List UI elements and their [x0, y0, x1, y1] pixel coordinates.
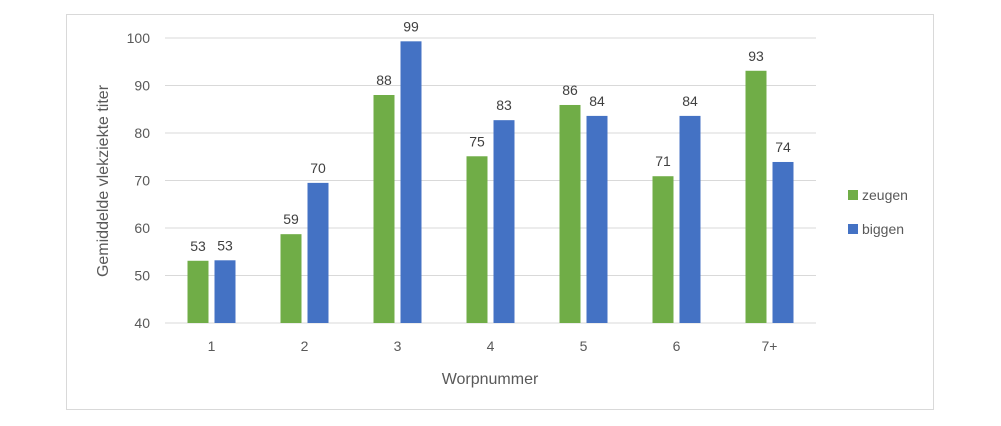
data-label-biggen: 74	[775, 139, 791, 155]
data-label-biggen: 84	[682, 93, 698, 109]
bar-zeugen	[559, 104, 581, 323]
x-axis-title: Worpnummer	[442, 371, 539, 388]
legend-label-biggen: biggen	[862, 221, 904, 237]
bar-biggen	[400, 41, 422, 323]
data-label-zeugen: 71	[655, 153, 671, 169]
bar-biggen	[772, 161, 794, 323]
x-tick-label: 4	[487, 338, 495, 354]
bar-biggen	[214, 260, 236, 323]
x-tick-label: 3	[394, 338, 402, 354]
bar-zeugen	[187, 260, 209, 323]
data-label-zeugen: 93	[748, 48, 764, 64]
x-tick-label: 1	[208, 338, 216, 354]
data-labels: 53 53 59 70 88 99 75 83 86 84 71 84 93 74	[190, 18, 791, 253]
data-label-zeugen: 86	[562, 82, 578, 98]
y-tick-label: 40	[134, 315, 150, 331]
y-tick-label: 100	[127, 30, 151, 46]
bar-zeugen	[745, 70, 767, 324]
data-label-biggen: 84	[589, 93, 605, 109]
y-axis-title: Gemiddelde vlekziekte titer	[95, 84, 112, 277]
legend-label-zeugen: zeugen	[862, 187, 908, 203]
y-tick-label: 50	[134, 268, 150, 284]
bar-biggen	[586, 115, 608, 324]
y-tick-label: 90	[134, 78, 150, 94]
data-label-zeugen: 59	[283, 211, 299, 227]
bar-biggen	[493, 120, 515, 323]
y-tick-label: 70	[134, 173, 150, 189]
data-label-zeugen: 53	[190, 238, 206, 254]
data-label-biggen: 99	[403, 18, 419, 34]
data-label-biggen: 83	[496, 97, 512, 113]
legend: zeugen biggen	[848, 187, 908, 237]
legend-swatch-zeugen	[848, 190, 858, 200]
bar-zeugen	[280, 234, 302, 323]
x-tick-label: 7+	[762, 338, 778, 354]
x-tick-label: 6	[673, 338, 681, 354]
data-label-biggen: 70	[310, 160, 326, 176]
y-axis-ticks: 40 50 60 70 80 90 100	[127, 30, 151, 331]
legend-swatch-biggen	[848, 224, 858, 234]
bar-zeugen	[373, 95, 395, 323]
bar-zeugen	[466, 156, 488, 323]
y-tick-label: 80	[134, 125, 150, 141]
y-tick-label: 60	[134, 220, 150, 236]
data-label-zeugen: 75	[469, 133, 485, 149]
bar-biggen	[679, 115, 701, 324]
data-label-biggen: 53	[217, 237, 233, 253]
bars	[187, 41, 794, 324]
x-tick-label: 2	[301, 338, 309, 354]
bar-zeugen	[652, 176, 674, 323]
data-label-zeugen: 88	[376, 72, 392, 88]
bar-biggen	[307, 182, 329, 323]
x-tick-label: 5	[580, 338, 588, 354]
x-axis-ticks: 1 2 3 4 5 6 7+	[208, 338, 778, 354]
gridlines	[165, 37, 816, 324]
